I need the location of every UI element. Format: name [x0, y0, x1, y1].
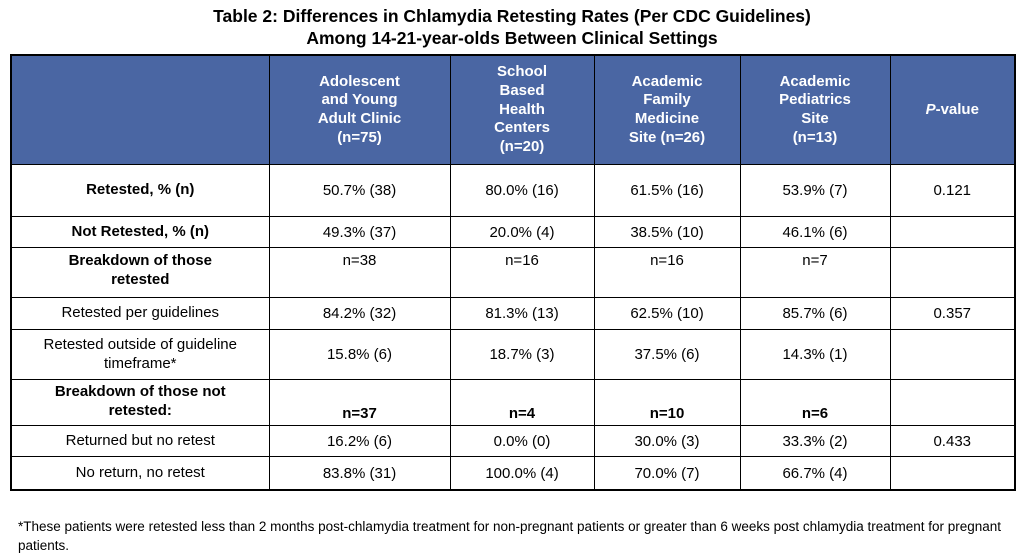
data-cell: n=37: [268, 379, 451, 427]
data-cell: 37.5% (6): [593, 329, 741, 381]
data-cell: 70.0% (7): [593, 456, 741, 491]
row-label: Breakdown of those retested: [10, 247, 270, 299]
table-title: Table 2: Differences in Chlamydia Retest…: [0, 0, 1024, 50]
p-value-cell: [889, 456, 1016, 491]
data-cell: 62.5% (10): [593, 297, 741, 331]
row-label: Retested, % (n): [10, 164, 270, 218]
data-cell: n=38: [268, 247, 451, 299]
header-row: Adolescent and Young Adult Clinic (n=75)…: [10, 54, 1016, 166]
data-cell: 18.7% (3): [449, 329, 595, 381]
table-row-breakdown-not-retested: Breakdown of those not retested: n=37 n=…: [10, 379, 1016, 427]
table-title-line1: Table 2: Differences in Chlamydia Retest…: [213, 6, 811, 26]
data-cell: 0.0% (0): [449, 425, 595, 458]
p-value-cell: [889, 329, 1016, 381]
header-col-school-based: School Based Health Centers (n=20): [449, 54, 595, 166]
table-row-retested-per-guidelines: Retested per guidelines 84.2% (32) 81.3%…: [10, 297, 1016, 331]
row-label-text: Returned but no retest: [65, 431, 215, 449]
row-label: Breakdown of those not retested:: [10, 379, 270, 427]
p-value-cell: 0.433: [889, 425, 1016, 458]
row-label-text: Breakdown of those not retested:: [54, 383, 226, 420]
header-col-adolescent-clinic-label: Adolescent and Young Adult Clinic (n=75): [317, 72, 402, 146]
data-cell: 85.7% (6): [739, 297, 891, 331]
p-value-cell: 0.357: [889, 297, 1016, 331]
table-row-no-return-no-retest: No return, no retest 83.8% (31) 100.0% (…: [10, 456, 1016, 491]
data-cell: 61.5% (16): [593, 164, 741, 218]
row-label: Retested outside of guideline timeframe*: [10, 329, 270, 381]
data-cell: 50.7% (38): [268, 164, 451, 218]
row-label: Returned but no retest: [10, 425, 270, 458]
p-value-cell: [889, 247, 1016, 299]
row-label-text: Not Retested, % (n): [71, 222, 209, 240]
retesting-rates-table: Adolescent and Young Adult Clinic (n=75)…: [10, 53, 1016, 491]
data-cell: n=7: [739, 247, 891, 299]
data-cell: 15.8% (6): [268, 329, 451, 381]
data-cell: 49.3% (37): [268, 216, 451, 249]
header-col-pediatrics: Academic Pediatrics Site (n=13): [739, 54, 891, 166]
data-cell: 84.2% (32): [268, 297, 451, 331]
header-col-school-based-label: School Based Health Centers (n=20): [494, 63, 550, 156]
table-row-breakdown-retested: Breakdown of those retested n=38 n=16 n=…: [10, 247, 1016, 299]
data-cell: 20.0% (4): [449, 216, 595, 249]
row-label: Not Retested, % (n): [10, 216, 270, 249]
data-cell: 83.8% (31): [268, 456, 451, 491]
table-row-retested: Retested, % (n) 50.7% (38) 80.0% (16) 61…: [10, 164, 1016, 218]
header-corner-cell: [10, 54, 270, 166]
header-col-pvalue: P-value: [889, 54, 1016, 166]
data-cell: 80.0% (16): [449, 164, 595, 218]
row-label-text: No return, no retest: [75, 463, 205, 481]
header-col-adolescent-clinic: Adolescent and Young Adult Clinic (n=75): [268, 54, 451, 166]
data-cell: 46.1% (6): [739, 216, 891, 249]
row-label-text: Retested per guidelines: [61, 304, 220, 322]
table-row-not-retested: Not Retested, % (n) 49.3% (37) 20.0% (4)…: [10, 216, 1016, 249]
row-label: No return, no retest: [10, 456, 270, 491]
header-col-family-medicine: Academic Family Medicine Site (n=26): [593, 54, 741, 166]
data-cell: n=6: [739, 379, 891, 427]
data-cell: n=10: [593, 379, 741, 427]
p-value-cell: [889, 216, 1016, 249]
data-cell: 53.9% (7): [739, 164, 891, 218]
data-cell: 33.3% (2): [739, 425, 891, 458]
data-cell: n=4: [449, 379, 595, 427]
data-cell: 38.5% (10): [593, 216, 741, 249]
p-value-cell: [889, 379, 1016, 427]
table-title-line2: Among 14-21-year-olds Between Clinical S…: [306, 28, 718, 49]
header-col-family-medicine-label: Academic Family Medicine Site (n=26): [628, 72, 706, 146]
table-row-returned-no-retest: Returned but no retest 16.2% (6) 0.0% (0…: [10, 425, 1016, 458]
row-label-text: Retested, % (n): [86, 181, 195, 199]
row-label-text: Breakdown of those retested: [68, 252, 212, 289]
header-col-pediatrics-label: Academic Pediatrics Site (n=13): [779, 72, 851, 146]
data-cell: 66.7% (4): [739, 456, 891, 491]
data-cell: n=16: [449, 247, 595, 299]
table-row-retested-outside-timeframe: Retested outside of guideline timeframe*…: [10, 329, 1016, 381]
data-cell: 16.2% (6): [268, 425, 451, 458]
p-value-cell: 0.121: [889, 164, 1016, 218]
data-cell: 14.3% (1): [739, 329, 891, 381]
header-col-pvalue-label: P-value: [925, 100, 979, 118]
data-cell: 30.0% (3): [593, 425, 741, 458]
data-cell: n=16: [593, 247, 741, 299]
data-cell: 100.0% (4): [449, 456, 595, 491]
footnote: *These patients were retested less than …: [18, 518, 1002, 553]
row-label: Retested per guidelines: [10, 297, 270, 331]
row-label-text: Retested outside of guideline timeframe*: [43, 336, 237, 372]
data-cell: 81.3% (13): [449, 297, 595, 331]
